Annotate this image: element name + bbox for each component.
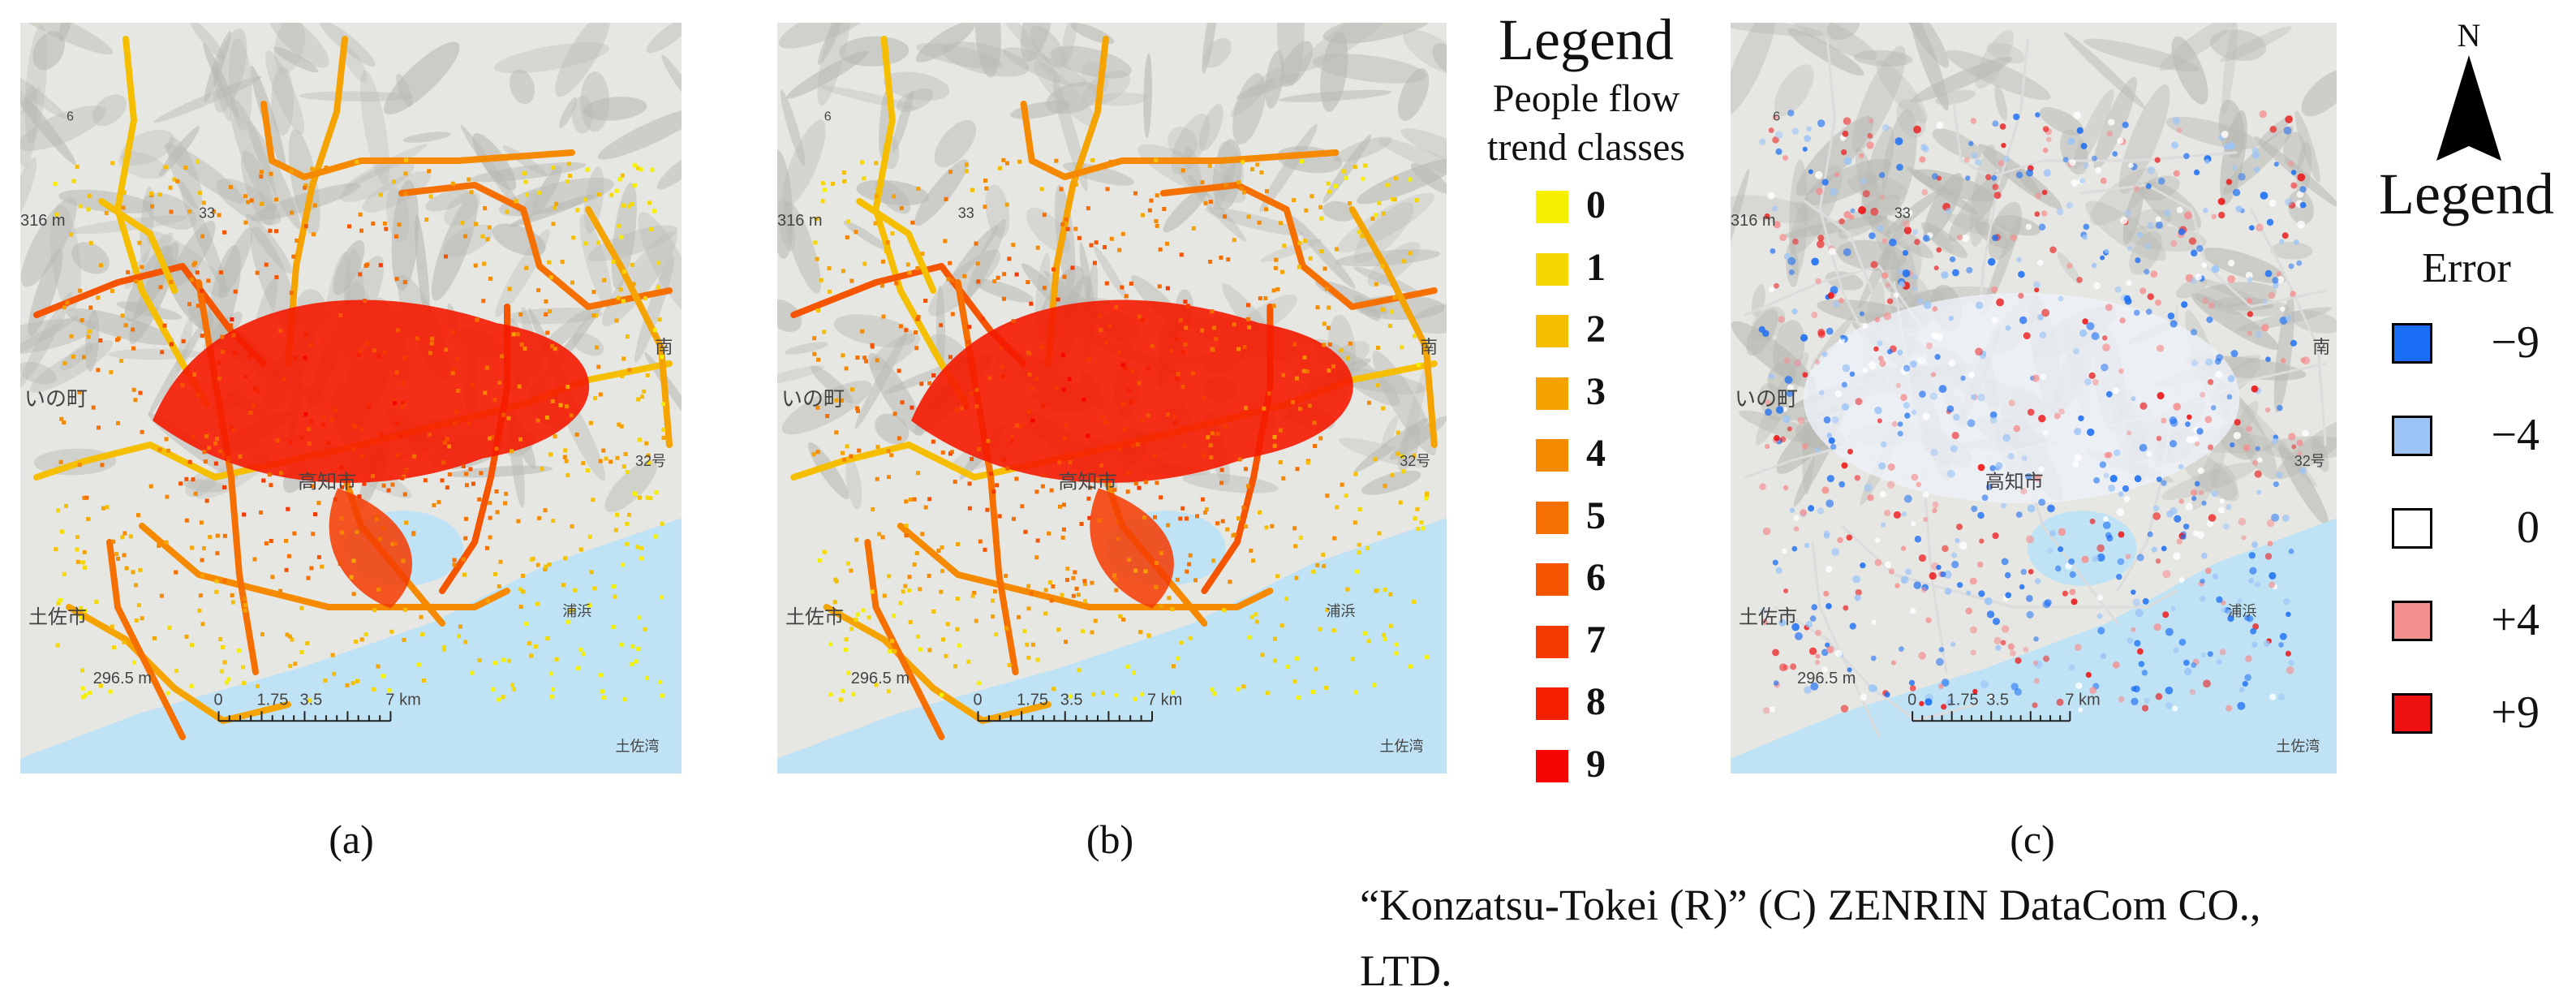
label-elevation-1: 316 m [20, 212, 66, 230]
class-label-3: 3 [1586, 369, 1606, 413]
scale-tick-0: 0 [214, 691, 223, 709]
class-swatch-9 [1536, 749, 1568, 782]
class-swatch-7 [1536, 625, 1568, 658]
north-arrow-icon [2436, 55, 2501, 161]
map-panel-a: いの町高知市土佐市 316 m 296.5 m 33 32号 6 浦浜土佐湾 南 0 1.75 3.… [20, 23, 682, 773]
label-town-west: いの町 [24, 386, 88, 411]
class-swatch-8 [1536, 687, 1568, 720]
north-label: N [2457, 17, 2481, 54]
error-swatch-1 [2392, 416, 2432, 456]
class-label-0: 0 [1586, 183, 1606, 226]
error-swatch-4 [2392, 693, 2432, 734]
class-label-1: 1 [1586, 245, 1606, 289]
class-label-6: 6 [1586, 556, 1606, 599]
error-swatch-0 [2392, 323, 2432, 364]
credit-line-1: “Konzatsu-Tokei (R)” (C) ZENRIN DataCom … [1360, 881, 2261, 929]
class-swatch-0 [1536, 191, 1568, 223]
class-label-8: 8 [1586, 680, 1606, 723]
class-swatch-3 [1536, 377, 1568, 410]
scale-tick-2: 3.5 [1060, 691, 1083, 709]
error-swatch-2 [2392, 508, 2432, 549]
scale-tick-1: 1.75 [256, 691, 288, 709]
label-beach: 浦浜 [2228, 603, 2257, 619]
label-bay: 土佐湾 [616, 738, 660, 754]
scale-bar: 0 1.75 3.5 7 km [1907, 691, 2101, 722]
label-elevation-1: 316 m [777, 212, 823, 230]
label-tosa: 土佐市 [785, 606, 844, 628]
class-label-7: 7 [1586, 618, 1606, 661]
map-panel-b: いの町高知市土佐市 316 m 296.5 m 33 32号 6 浦浜土佐湾 南 0 1.75 3.… [777, 23, 1447, 773]
scale-tick-2: 3.5 [299, 691, 322, 709]
scale-tick-1: 1.75 [1947, 691, 1979, 709]
copyright-credit: “Konzatsu-Tokei (R)” (C) ZENRIN DataCom … [1360, 873, 2569, 1004]
label-elevation-2: 296.5 m [1797, 670, 1856, 687]
scale-tick-1: 1.75 [1017, 691, 1048, 709]
caption-a: (a) [329, 817, 374, 862]
class-swatch-4 [1536, 439, 1568, 472]
legend-classes-subtitle-line1: People flow [1492, 77, 1680, 120]
label-city: 高知市 [298, 472, 356, 493]
label-city: 高知市 [1059, 472, 1117, 493]
label-beach: 浦浜 [562, 603, 591, 619]
label-route-32: 32号 [635, 453, 666, 469]
legend-error-title: Legend [2379, 162, 2554, 226]
label-route-33: 33 [958, 205, 974, 222]
error-label-4: +9 [2491, 687, 2539, 738]
label-route-6: 6 [67, 110, 74, 123]
legend-classes-subtitle: People flow trend classes [1452, 75, 1720, 172]
label-south: 南 [655, 337, 673, 357]
label-bay: 土佐湾 [2276, 738, 2320, 754]
label-town-west: いの町 [1735, 386, 1798, 411]
legend-error-subtitle: Error [2422, 245, 2511, 291]
class-label-2: 2 [1586, 308, 1606, 351]
error-label-2: 0 [2517, 502, 2539, 553]
label-route-33: 33 [1894, 205, 1911, 222]
label-tosa: 土佐市 [1739, 606, 1797, 628]
scale-bar: 0 1.75 3.5 7 km [974, 691, 1182, 722]
label-route-33: 33 [199, 205, 215, 222]
scale-tick-3: 7 km [2065, 691, 2100, 709]
label-route-6: 6 [824, 110, 832, 123]
class-label-9: 9 [1586, 742, 1606, 786]
label-city: 高知市 [1985, 472, 2044, 493]
label-tosa: 土佐市 [28, 606, 87, 628]
class-swatch-2 [1536, 315, 1568, 347]
label-route-6: 6 [1773, 110, 1780, 123]
scale-bar: 0 1.75 3.5 7 km [214, 691, 421, 722]
legend-classes-subtitle-line2: trend classes [1487, 126, 1685, 169]
class-swatch-1 [1536, 252, 1568, 286]
label-route-32: 32号 [2294, 453, 2325, 469]
label-bay: 土佐湾 [1380, 738, 1424, 754]
label-elevation-2: 296.5 m [93, 670, 152, 687]
scale-tick-2: 3.5 [1986, 691, 2009, 709]
error-label-3: +4 [2491, 595, 2539, 645]
error-label-0: −9 [2491, 317, 2539, 368]
scale-tick-0: 0 [1907, 691, 1916, 709]
label-town-west: いの町 [781, 386, 845, 411]
credit-line-2: LTD. [1360, 946, 1452, 995]
error-label-1: −4 [2491, 410, 2539, 460]
caption-b: (b) [1086, 817, 1134, 862]
map-panel-c: いの町高知市土佐市 316 m 296.5 m 33 32号 6 浦浜土佐湾 南 0 1.75 3.… [1731, 23, 2337, 773]
label-south: 南 [2312, 337, 2330, 357]
label-elevation-1: 316 m [1731, 212, 1776, 230]
error-swatch-3 [2392, 601, 2432, 641]
scale-tick-3: 7 km [385, 691, 420, 709]
scale-tick-0: 0 [974, 691, 983, 709]
class-swatch-5 [1536, 501, 1568, 534]
label-route-32: 32号 [1400, 453, 1430, 469]
scale-tick-3: 7 km [1147, 691, 1182, 709]
legend-classes-title: Legend [1499, 7, 1674, 72]
label-beach: 浦浜 [1327, 603, 1356, 619]
class-swatch-6 [1536, 563, 1568, 596]
class-label-4: 4 [1586, 432, 1606, 475]
caption-c: (c) [2010, 817, 2055, 862]
label-south: 南 [1420, 337, 1438, 357]
class-label-5: 5 [1586, 493, 1606, 537]
label-elevation-2: 296.5 m [851, 670, 910, 687]
